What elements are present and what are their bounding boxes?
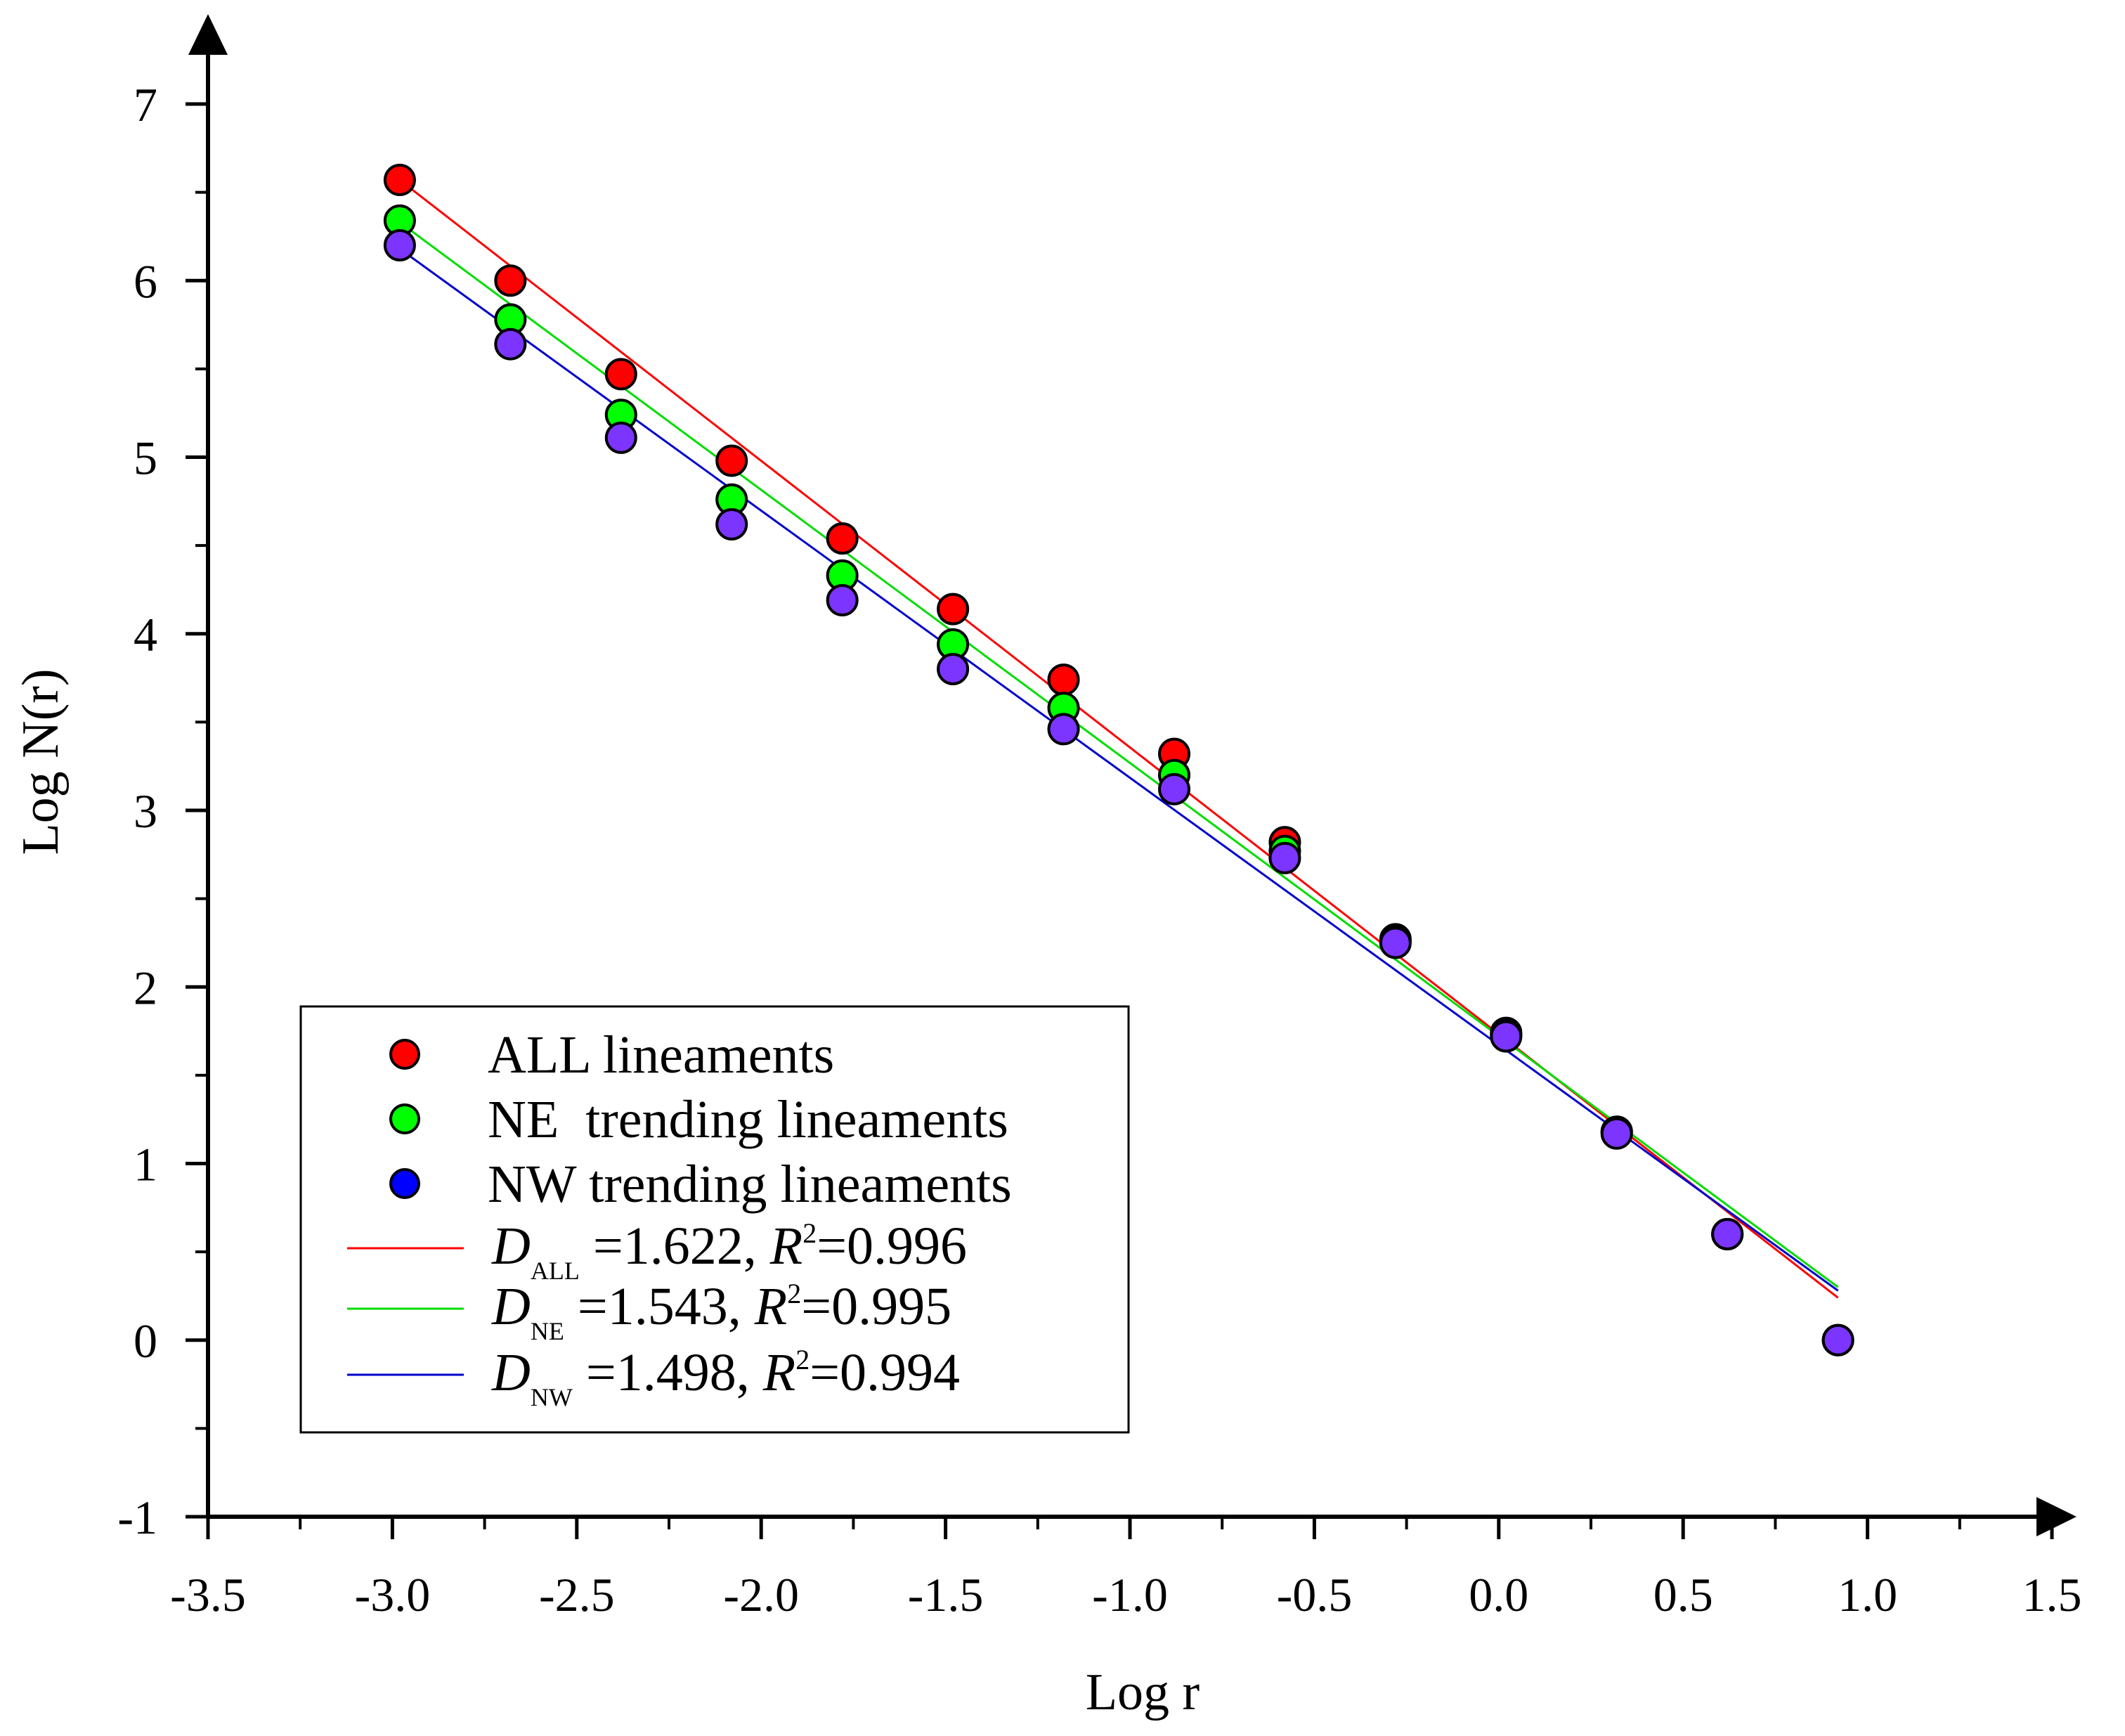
data-point-series-2	[1157, 772, 1190, 805]
x-tick-label: -1.5	[908, 1568, 984, 1621]
x-tick-label: -3.5	[170, 1568, 246, 1621]
fit-line-nw	[399, 247, 1839, 1292]
x-tick-label: 1.0	[1838, 1568, 1897, 1621]
fit-d-value: =1.543,	[564, 1277, 755, 1336]
x-axis-title: Log r	[1086, 1664, 1200, 1721]
data-point-series-0	[383, 164, 416, 197]
fit-subscript: NE	[531, 1317, 564, 1345]
data-point-series-2	[1268, 841, 1301, 874]
fit-d-symbol: D	[491, 1343, 531, 1402]
fit-r-symbol: R	[754, 1277, 787, 1336]
fit-lines	[398, 179, 1839, 1299]
y-axis-title: Log N(r)	[12, 668, 70, 855]
data-point-series-0	[937, 592, 970, 626]
fit-r-value: =0.996	[817, 1217, 967, 1276]
data-point-series-2	[1711, 1218, 1744, 1250]
data-point-series-2	[1047, 713, 1080, 746]
fit-r-value: =0.994	[810, 1343, 960, 1402]
fit-superscript: 2	[795, 1344, 810, 1375]
data-point-series-2	[494, 328, 527, 361]
legend-fit-label-0: DALL =1.622, R2=0.996	[491, 1217, 967, 1285]
data-point-series-2	[715, 507, 748, 540]
data-point-series-2	[826, 584, 859, 617]
legend-marker-2	[389, 1168, 420, 1199]
data-point-series-0	[1047, 663, 1080, 697]
x-tick-label: -3.0	[355, 1568, 431, 1621]
data-points	[383, 164, 1854, 1356]
legend-label-2: NW trending lineaments	[488, 1155, 1012, 1214]
fit-subscript: NW	[531, 1383, 573, 1411]
y-axis-arrow	[188, 14, 228, 55]
fit-d-value: =1.498,	[573, 1343, 763, 1402]
legend: ALL lineaments NE trending lineaments NW t…	[299, 1005, 1130, 1434]
legend-label-1: NE trending lineaments	[488, 1090, 1008, 1149]
data-point-series-2	[1821, 1323, 1854, 1356]
x-tick-label: -2.5	[539, 1568, 615, 1621]
fit-r-symbol: R	[769, 1217, 802, 1276]
fit-d-symbol: D	[491, 1277, 531, 1336]
y-tick-label: 3	[134, 784, 157, 838]
data-point-series-2	[383, 229, 416, 261]
legend-marker-0	[389, 1039, 420, 1070]
fit-superscript: 2	[802, 1217, 817, 1249]
y-tick-label: 4	[134, 608, 157, 661]
legend-label-0: ALL lineaments	[488, 1025, 834, 1084]
y-tick-label: 2	[134, 961, 157, 1014]
y-tick-label: 1	[134, 1138, 157, 1191]
fit-r-value: =0.995	[801, 1277, 951, 1336]
x-tick-label: 0.0	[1469, 1568, 1528, 1621]
fit-d-value: =1.622,	[580, 1217, 770, 1276]
axes: -3.5 -3.0 -2.5 -2.0 -1.5 -1.0 -0.5 0.0 0.5 1.0 1.5…	[12, 14, 2082, 1721]
legend-fit-label-2: DNW =1.498, R2=0.994	[491, 1343, 960, 1411]
x-tick-label: 0.5	[1653, 1568, 1713, 1621]
fit-subscript: ALL	[531, 1257, 580, 1285]
fit-r-symbol: R	[762, 1343, 795, 1402]
data-point-series-2	[937, 653, 970, 685]
data-point-series-0	[826, 522, 859, 555]
y-tick-label: 0	[134, 1314, 157, 1368]
x-tick-label: -1.0	[1092, 1568, 1168, 1621]
x-axis-arrow	[2036, 1497, 2077, 1536]
fit-line-ne	[399, 221, 1839, 1288]
data-point-series-2	[1490, 1020, 1523, 1053]
x-tick-label: 1.5	[2022, 1568, 2082, 1621]
legend-box	[299, 1005, 1130, 1434]
legend-fit-label-1: DNE =1.543, R2=0.995	[491, 1277, 951, 1345]
y-tick-label: 7	[134, 78, 157, 131]
x-tick-label: -2.0	[723, 1568, 799, 1621]
x-tick-label: -0.5	[1277, 1568, 1353, 1621]
legend-marker-1	[389, 1103, 420, 1134]
data-point-series-2	[1379, 926, 1412, 959]
data-point-series-2	[604, 421, 637, 454]
data-point-series-0	[715, 444, 748, 477]
fit-superscript: 2	[787, 1278, 801, 1309]
fit-d-symbol: D	[491, 1217, 531, 1276]
data-point-series-0	[604, 358, 637, 391]
fit-line-all	[398, 179, 1839, 1299]
y-tick-label: 5	[134, 432, 157, 485]
data-point-series-2	[1600, 1117, 1633, 1150]
y-tick-label: -1	[117, 1491, 157, 1544]
data-point-series-0	[494, 264, 527, 297]
y-tick-label: 6	[134, 254, 157, 308]
